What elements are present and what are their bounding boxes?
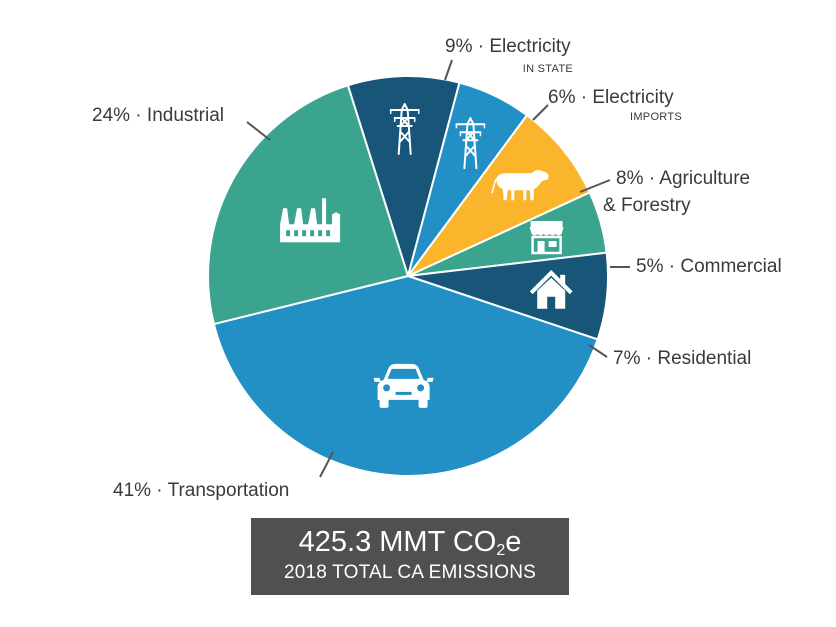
slice-label-residential: 7% · Residential — [613, 348, 751, 369]
factory-icon — [280, 198, 341, 243]
slice-label-electricity-imports: 6% · Electricity — [548, 87, 674, 108]
power-tower-icon — [389, 103, 420, 155]
slice-icons — [280, 103, 573, 408]
slice-label-transportation: 41% · Transportation — [113, 480, 289, 501]
leader-line-transportation — [319, 451, 334, 478]
slice-label-agriculture-forestry: & Forestry — [603, 195, 691, 216]
leader-line-industrial — [246, 121, 271, 141]
total-emissions-caption: 2018 TOTAL CA EMISSIONS — [283, 562, 537, 583]
leader-lines — [246, 59, 630, 478]
storefront-icon — [529, 221, 564, 255]
total-emissions-value: 425.3 MMT CO2e — [298, 526, 522, 559]
slice-sublabel-electricity-in-state: IN STATE — [523, 63, 573, 75]
pie-slices — [207, 75, 609, 477]
cow-icon — [491, 170, 549, 201]
pie-slice-agriculture-forestry — [407, 114, 591, 277]
slice-label-commercial: 5% · Commercial — [636, 256, 782, 277]
total-emissions-box: 425.3 MMT CO2e 2018 TOTAL CA EMISSIONS — [251, 518, 569, 595]
car-icon — [373, 363, 434, 408]
slice-label-industrial: 24% · Industrial — [92, 105, 224, 126]
house-icon — [529, 269, 573, 309]
slice-labels: 9% · Electricity IN STATE 6% · Electricity… — [92, 36, 782, 501]
pie-slice-industrial — [207, 84, 409, 326]
slice-label-electricity-in-state: 9% · Electricity — [445, 36, 571, 57]
power-tower-icon — [455, 117, 486, 170]
leader-line-electricity-in-state — [444, 59, 453, 81]
pie-slice-electricity-in-state — [346, 75, 461, 277]
leader-line-electricity-imports — [532, 104, 549, 121]
slice-sublabel-electricity-imports: IMPORTS — [630, 111, 682, 123]
leader-line-agriculture-forestry — [579, 179, 611, 193]
slice-label-agriculture-forestry: 8% · Agriculture — [616, 168, 750, 189]
leader-line-residential — [588, 344, 608, 358]
